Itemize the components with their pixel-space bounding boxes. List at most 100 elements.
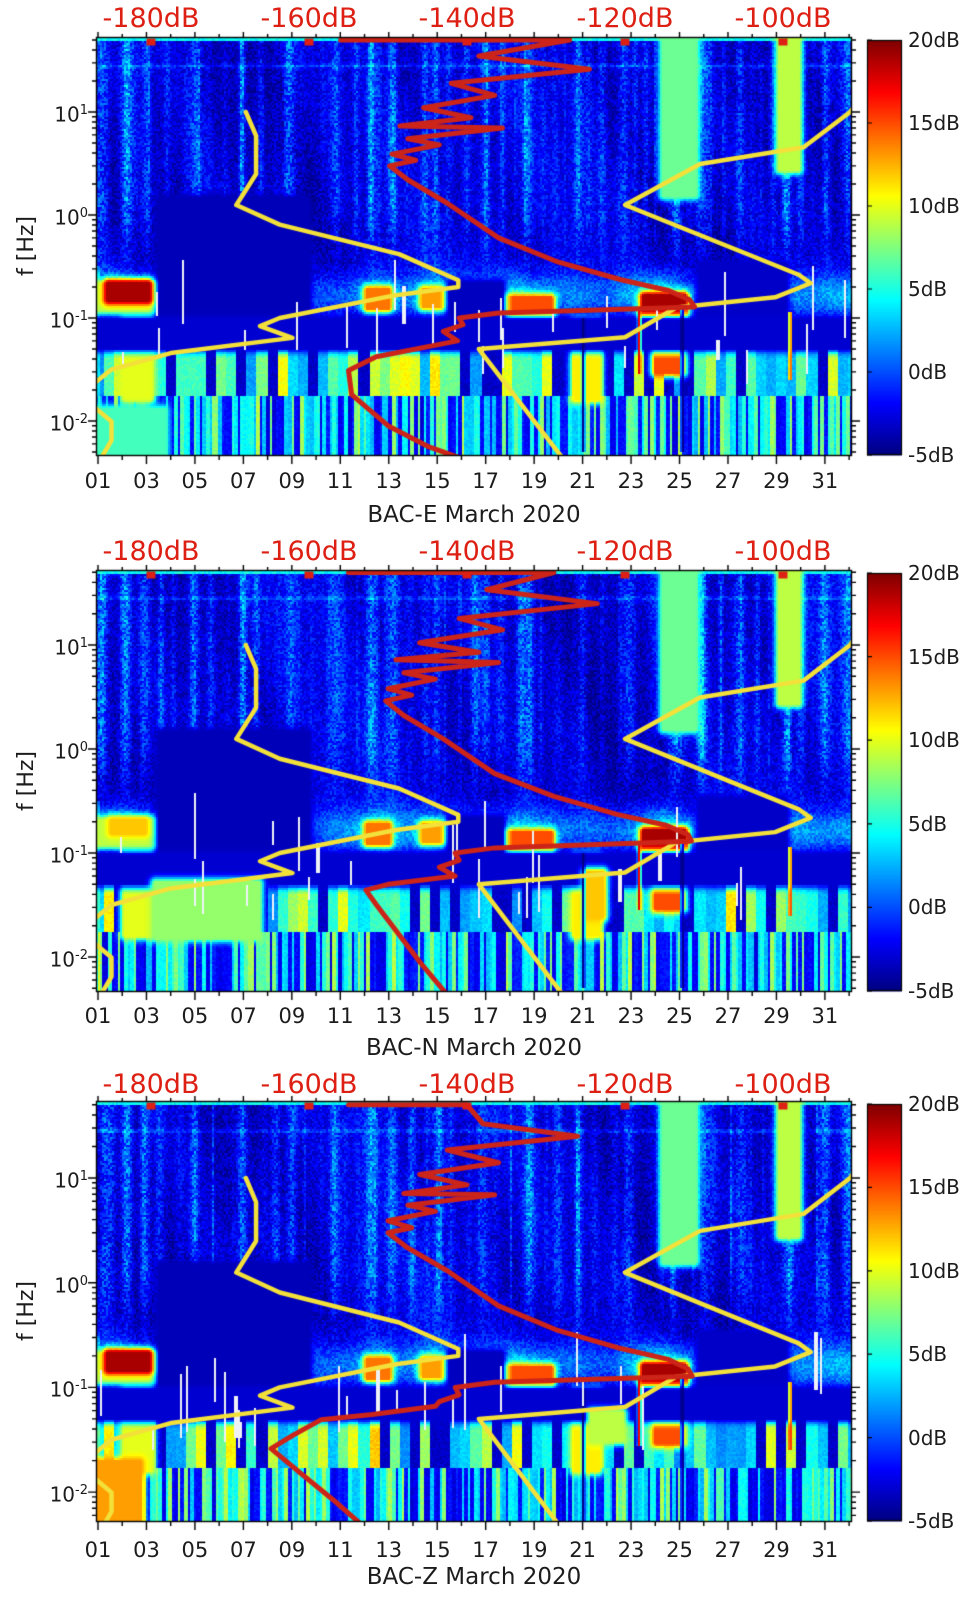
- x-tick-label-day-15: 15: [423, 1538, 451, 1562]
- colorbar-label-10db: 10dB: [908, 728, 960, 753]
- x-tick-label-day-11: 11: [326, 469, 354, 493]
- colorbar-label-15db: 15dB: [908, 111, 960, 135]
- x-tick-label-day-25: 25: [666, 469, 693, 493]
- x-tick-label-day-19: 19: [520, 1004, 548, 1028]
- top-axis-label-100: -100dB: [734, 3, 832, 34]
- x-tick-label-day-05: 05: [181, 1538, 209, 1562]
- y-tick-exponent: -2: [75, 412, 88, 427]
- top-axis-label-160: -160dB: [260, 3, 358, 34]
- panel-3-xlabel-title: BAC-Z March 2020: [366, 1564, 582, 1590]
- y-tick-base: 10: [54, 102, 80, 127]
- colorbar-label-20db: 20dB: [908, 561, 960, 585]
- x-tick-label-day-27: 27: [714, 1004, 742, 1028]
- y-tick-exponent: 1: [79, 1169, 88, 1184]
- x-tick-label-day-19: 19: [520, 1538, 548, 1562]
- top-axis-label-180: -180dB: [102, 1069, 200, 1100]
- top-axis-label-160: -160dB: [260, 1069, 358, 1100]
- x-tick-label-day-09: 09: [278, 469, 306, 493]
- y-tick-exponent: 0: [79, 1273, 88, 1289]
- y-tick-base: 10: [54, 739, 80, 764]
- x-tick-label-day-03: 03: [133, 469, 160, 493]
- panel-1-xlabel-title: BAC-E March 2020: [367, 502, 581, 528]
- x-tick-label-day-17: 17: [472, 469, 500, 493]
- y-tick-label-10e1: 101: [26, 99, 88, 127]
- colorbar-label-m5db: -5dB: [908, 1509, 955, 1533]
- y-tick-label-10e0: 100: [26, 202, 88, 230]
- y-tick-base: 10: [54, 205, 80, 230]
- top-axis-label-140: -140dB: [418, 3, 516, 34]
- x-tick-label-day-17: 17: [472, 1538, 500, 1562]
- x-tick-label-day-03: 03: [133, 1004, 160, 1028]
- colorbar-label-0db: 0dB: [908, 360, 948, 384]
- y-tick-exponent: -1: [75, 844, 88, 859]
- y-tick-label-10e1: 101: [26, 632, 88, 660]
- x-tick-label-day-23: 23: [617, 1538, 645, 1562]
- colorbar-label-5db: 5dB: [908, 811, 948, 836]
- top-axis-label-140: -140dB: [418, 536, 516, 567]
- x-tick-label-day-21: 21: [569, 1004, 596, 1028]
- y-tick-base: 10: [54, 635, 80, 660]
- x-tick-label-day-23: 23: [617, 1004, 645, 1028]
- x-tick-label-day-21: 21: [569, 1538, 596, 1562]
- colorbar-label-15db: 15dB: [908, 1175, 960, 1200]
- x-tick-label-day-23: 23: [617, 469, 645, 493]
- top-axis-label-100: -100dB: [734, 536, 832, 567]
- y-tick-label-10e-2: 10-2: [26, 1479, 88, 1507]
- x-tick-label-day-25: 25: [666, 1004, 693, 1028]
- x-tick-label-day-07: 07: [230, 1004, 257, 1028]
- y-tick-label-10e0: 100: [26, 1270, 88, 1298]
- y-tick-base: 10: [54, 1168, 80, 1193]
- colorbar-label-m5db: -5dB: [908, 443, 955, 467]
- x-tick-label-day-01: 01: [84, 1538, 112, 1562]
- colorbar-label-m5db: -5dB: [908, 979, 955, 1003]
- y-tick-exponent: -2: [75, 1483, 88, 1499]
- panel-2-xlabel-title: BAC-N March 2020: [366, 1035, 582, 1061]
- y-tick-label-10e-1: 10-1: [26, 840, 88, 868]
- colorbar-label-0db: 0dB: [908, 895, 948, 920]
- x-tick-label-day-09: 09: [278, 1004, 306, 1028]
- x-tick-label-day-13: 13: [375, 1004, 403, 1028]
- x-tick-label-day-07: 07: [230, 469, 257, 493]
- x-tick-label-day-27: 27: [714, 469, 742, 493]
- x-tick-label-day-09: 09: [278, 1538, 306, 1562]
- y-tick-base: 10: [49, 308, 76, 333]
- top-axis-label-100: -100dB: [734, 1069, 832, 1100]
- y-tick-label-10e0: 100: [26, 736, 88, 764]
- x-tick-label-day-17: 17: [472, 1004, 500, 1028]
- colorbar-label-20db: 20dB: [908, 1092, 960, 1116]
- x-tick-label-day-15: 15: [423, 469, 451, 493]
- x-tick-label-day-13: 13: [375, 469, 403, 493]
- top-axis-label-120: -120dB: [576, 536, 674, 567]
- x-tick-label-day-01: 01: [84, 1004, 112, 1028]
- x-tick-label-day-05: 05: [181, 469, 209, 493]
- colorbar-label-15db: 15dB: [908, 644, 960, 669]
- y-tick-label-10e-2: 10-2: [26, 944, 88, 972]
- top-axis-label-180: -180dB: [102, 3, 200, 34]
- y-tick-base: 10: [54, 1273, 80, 1298]
- colorbar-label-20db: 20dB: [908, 28, 960, 52]
- y-tick-exponent: 0: [79, 740, 88, 755]
- top-axis-label-160: -160dB: [260, 536, 358, 567]
- top-axis-label-120: -120dB: [576, 1069, 674, 1100]
- colorbar-label-5db: 5dB: [908, 1342, 948, 1367]
- colorbar-label-5db: 5dB: [908, 277, 948, 301]
- colorbar-label-10db: 10dB: [908, 194, 960, 218]
- x-tick-label-day-01: 01: [84, 469, 112, 493]
- y-tick-label-10e-1: 10-1: [26, 1374, 88, 1402]
- x-tick-label-day-03: 03: [133, 1538, 160, 1562]
- y-tick-label-10e1: 101: [26, 1165, 88, 1193]
- x-tick-label-day-21: 21: [569, 469, 596, 493]
- x-tick-label-day-27: 27: [714, 1538, 742, 1562]
- y-tick-base: 10: [49, 1482, 76, 1507]
- x-tick-label-day-25: 25: [666, 1538, 693, 1562]
- y-tick-exponent: -1: [75, 1378, 88, 1394]
- top-axis-label-180: -180dB: [102, 536, 200, 567]
- y-tick-exponent: 1: [79, 103, 88, 118]
- colorbar-label-10db: 10dB: [908, 1258, 960, 1283]
- x-tick-label-day-11: 11: [326, 1004, 354, 1028]
- y-tick-base: 10: [49, 411, 76, 436]
- y-tick-base: 10: [49, 843, 76, 868]
- y-tick-base: 10: [49, 947, 76, 972]
- x-tick-label-day-19: 19: [520, 469, 548, 493]
